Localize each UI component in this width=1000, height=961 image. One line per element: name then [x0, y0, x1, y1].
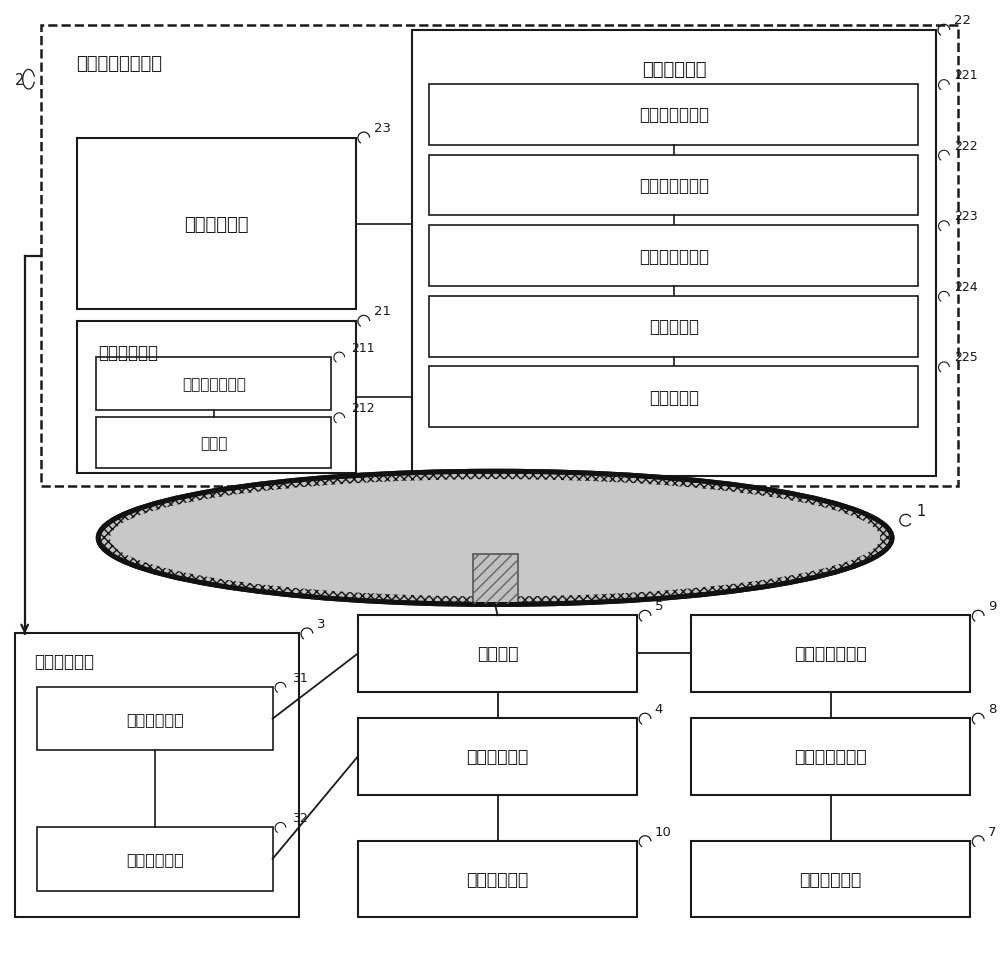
- Text: 5: 5: [655, 600, 663, 613]
- Text: 加速度计算模块: 加速度计算模块: [794, 748, 867, 766]
- Text: 31: 31: [292, 671, 308, 684]
- Text: 10: 10: [655, 825, 672, 838]
- Text: 加速度控制模块: 加速度控制模块: [794, 645, 867, 663]
- Text: 223: 223: [954, 210, 977, 223]
- Text: 转速检测模块: 转速检测模块: [800, 870, 862, 888]
- Text: 7: 7: [988, 825, 997, 838]
- Text: 6: 6: [542, 534, 551, 549]
- FancyBboxPatch shape: [37, 827, 273, 891]
- Text: 9: 9: [988, 600, 996, 613]
- FancyBboxPatch shape: [15, 633, 299, 917]
- Text: 第二通信单元: 第二通信单元: [126, 851, 184, 867]
- Text: 22: 22: [954, 14, 971, 27]
- Text: 筷子识别单元: 筷子识别单元: [642, 61, 706, 79]
- Text: 夹菜人数获取模块: 夹菜人数获取模块: [76, 55, 162, 72]
- Text: 1: 1: [916, 504, 926, 518]
- Text: 211: 211: [351, 341, 375, 355]
- Text: 21: 21: [374, 305, 391, 318]
- FancyBboxPatch shape: [96, 418, 331, 469]
- FancyBboxPatch shape: [358, 719, 637, 795]
- FancyBboxPatch shape: [691, 719, 970, 795]
- Text: 225: 225: [954, 351, 977, 364]
- FancyBboxPatch shape: [77, 322, 356, 474]
- Text: 图像获取单元: 图像获取单元: [98, 343, 158, 361]
- Text: 识别子单元: 识别子单元: [649, 318, 699, 335]
- FancyBboxPatch shape: [77, 138, 356, 310]
- Text: 统计子单元: 统计子单元: [649, 388, 699, 407]
- Text: 224: 224: [954, 281, 977, 293]
- FancyBboxPatch shape: [429, 85, 918, 146]
- Text: 212: 212: [351, 402, 375, 415]
- Text: 3: 3: [317, 617, 325, 630]
- Text: 驱动模块: 驱动模块: [477, 645, 518, 663]
- Text: 转速计算单元: 转速计算单元: [126, 711, 184, 727]
- FancyBboxPatch shape: [429, 226, 918, 286]
- Ellipse shape: [98, 472, 892, 604]
- FancyBboxPatch shape: [691, 616, 970, 692]
- FancyBboxPatch shape: [473, 554, 518, 604]
- FancyBboxPatch shape: [96, 357, 331, 411]
- FancyBboxPatch shape: [358, 616, 637, 692]
- FancyBboxPatch shape: [429, 156, 918, 216]
- FancyBboxPatch shape: [429, 367, 918, 428]
- Text: 边缘提取子单元: 边缘提取子单元: [639, 247, 709, 265]
- Text: 23: 23: [374, 122, 391, 135]
- Text: 222: 222: [954, 139, 977, 153]
- Ellipse shape: [110, 480, 880, 597]
- FancyBboxPatch shape: [412, 31, 936, 477]
- FancyBboxPatch shape: [358, 841, 637, 917]
- Text: 8: 8: [988, 702, 996, 715]
- FancyBboxPatch shape: [429, 296, 918, 357]
- Text: 4: 4: [655, 702, 663, 715]
- Text: 221: 221: [954, 69, 977, 82]
- Text: 模式切换开关: 模式切换开关: [466, 870, 529, 888]
- Text: 信号生成模块: 信号生成模块: [466, 748, 529, 766]
- FancyBboxPatch shape: [37, 687, 273, 751]
- Text: 32: 32: [292, 811, 308, 825]
- Text: 图像提取子单元: 图像提取子单元: [182, 377, 246, 391]
- Text: 摄像头: 摄像头: [200, 435, 228, 451]
- Text: 图像转换子单元: 图像转换子单元: [639, 177, 709, 195]
- Text: 颜色变换子单元: 颜色变换子单元: [639, 107, 709, 124]
- FancyBboxPatch shape: [41, 26, 958, 486]
- Text: 2: 2: [15, 73, 24, 87]
- FancyBboxPatch shape: [691, 841, 970, 917]
- Text: 转速确定模块: 转速确定模块: [34, 653, 94, 671]
- Text: 第一通信单元: 第一通信单元: [184, 215, 249, 234]
